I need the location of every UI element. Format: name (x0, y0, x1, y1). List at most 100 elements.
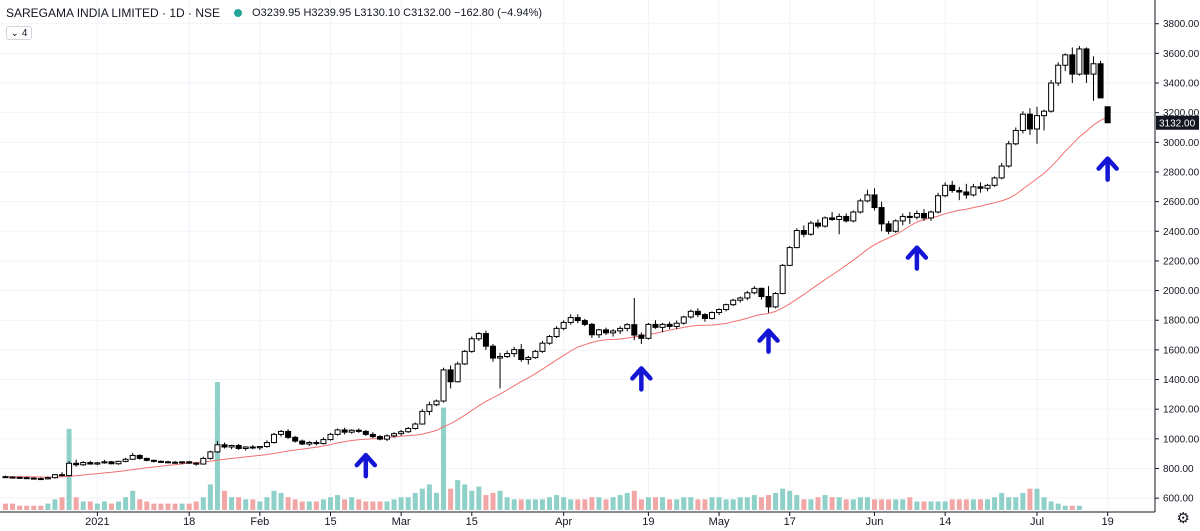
volume-bar (992, 497, 998, 510)
candle (949, 180, 956, 193)
candle (928, 210, 935, 221)
volume-bar (561, 497, 567, 510)
candle (341, 427, 348, 435)
candle (235, 444, 242, 450)
candle-body (1048, 82, 1055, 112)
volume-bar (829, 497, 835, 510)
volume-bar (773, 492, 779, 510)
candle-body (398, 431, 405, 435)
volume-bar (638, 499, 644, 510)
candle (468, 336, 475, 353)
moving-average (5, 116, 1108, 478)
volume-bar (349, 497, 355, 510)
candle (115, 460, 122, 465)
candle-body (977, 186, 984, 189)
candle (150, 459, 157, 463)
volume-bar (101, 501, 107, 510)
price-tick-label: 800.00 (1163, 464, 1194, 475)
volume-bar (511, 499, 517, 510)
candle-body (1012, 129, 1019, 145)
candle (1090, 56, 1097, 101)
candle (256, 446, 263, 450)
volume-bar (857, 497, 863, 510)
candle-body (433, 400, 440, 406)
up-arrow-icon (757, 328, 780, 354)
candle (193, 462, 200, 466)
candle (172, 461, 179, 464)
candle (673, 320, 680, 330)
market-status-dot (234, 9, 243, 17)
candle-body (560, 321, 567, 329)
volume-bar (582, 499, 588, 510)
time-tick-label: 19 (1102, 516, 1114, 528)
candle-body (871, 194, 878, 209)
volume-bar (985, 499, 991, 510)
candle (1069, 47, 1076, 84)
candle (101, 459, 108, 464)
candle-body (970, 186, 977, 196)
volume-bar (617, 495, 623, 510)
candle (475, 332, 482, 341)
volume-bar (59, 497, 65, 510)
candle (942, 182, 949, 198)
candle-body (23, 477, 30, 480)
candle-body (1090, 63, 1097, 75)
indicators-toggle-button[interactable]: ⌄ 4 (6, 26, 32, 40)
candle-body (504, 353, 511, 358)
candle-body (765, 296, 772, 308)
candle (603, 327, 610, 336)
candle (843, 213, 850, 223)
candle-body (73, 462, 80, 466)
volume-bar (539, 499, 545, 510)
candle (461, 349, 468, 366)
candle-body (581, 320, 588, 325)
candle (645, 322, 652, 340)
candle-body (16, 476, 23, 479)
volume-bar (907, 497, 913, 510)
candle (822, 216, 829, 228)
candle-body (376, 436, 383, 440)
candle (440, 367, 447, 403)
candle (1062, 53, 1069, 72)
candle-body (30, 477, 37, 480)
candle-body (603, 329, 610, 334)
candle-body (87, 462, 94, 465)
volume-bar (391, 499, 397, 510)
volume-bar (935, 501, 941, 510)
candle-body (610, 330, 617, 334)
candle (807, 220, 814, 236)
candle (885, 220, 892, 235)
symbol-title[interactable]: SAREGAMA INDIA LIMITED · 1D · NSE (6, 6, 221, 20)
volume-bar (744, 497, 750, 510)
candle-body (687, 310, 694, 318)
candle-body (645, 323, 652, 339)
indicator-count: 4 (21, 27, 28, 39)
candle (1026, 108, 1033, 135)
candle-body (270, 433, 277, 444)
candle-body (963, 191, 970, 196)
volume-bar (306, 501, 312, 510)
volume-bar (751, 495, 757, 510)
candle (44, 476, 51, 480)
candle (320, 437, 327, 445)
candle-body (164, 461, 171, 464)
candle (751, 286, 758, 295)
candle (362, 429, 369, 436)
candle (878, 201, 885, 232)
volume-bar (52, 499, 58, 510)
volume-bar (412, 492, 418, 510)
candle (511, 346, 518, 357)
candle (610, 329, 617, 337)
volume-bar (229, 497, 235, 510)
candle-body (899, 215, 906, 222)
candle (899, 213, 906, 226)
arrow-shape (354, 452, 378, 479)
candle (970, 183, 977, 197)
volume-bar (1027, 488, 1033, 510)
settings-gear-icon[interactable]: ⚙ (1176, 510, 1190, 527)
candle (391, 432, 398, 438)
volume-bar (702, 499, 708, 510)
candle (157, 460, 164, 463)
